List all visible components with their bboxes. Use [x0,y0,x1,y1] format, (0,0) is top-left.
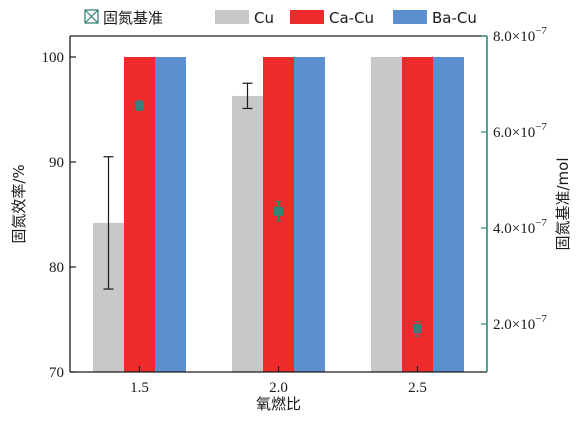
x-tick-label: 1.5 [130,380,149,396]
left-tick-label: 70 [49,365,64,381]
legend-label-ca-cu: Ca-Cu [329,9,374,27]
legend-item-baseline: 固氮基准 [84,9,163,27]
legend-swatch-cu [215,10,249,24]
legend-swatch-ca-cu [290,10,324,24]
legend-item-ca-cu: Ca-Cu [290,9,374,27]
left-y-tick-labels: 70 80 90 100 [42,50,65,381]
error-bar-cu-2.0 [242,82,253,110]
legend-label-ba-cu: Ba-Cu [432,9,477,27]
left-tick-label: 80 [49,260,64,276]
legend-label-baseline: 固氮基准 [103,9,163,27]
legend-item-ba-cu: Ba-Cu [393,9,477,27]
bar-ba-cu-2.0 [294,57,325,372]
legend-label-cu: Cu [254,9,274,27]
right-tick-label: 2.0×10−7 [493,313,547,333]
right-tick-label: 8.0×10−7 [493,25,547,45]
baseline-point-2.5 [413,321,422,337]
bar-ba-cu-1.5 [155,57,186,372]
baseline-points [135,100,422,337]
x-tick-label: 2.0 [269,380,288,396]
right-y-tick-labels: 2.0×10−7 4.0×10−7 6.0×10−7 8.0×10−7 [493,25,547,333]
left-tick-label: 90 [49,155,64,171]
legend-item-cu: Cu [215,9,274,27]
axes [69,35,488,373]
right-tick-label: 4.0×10−7 [493,217,547,237]
left-y-axis-title: 固氮效率/% [10,164,28,243]
error-bar-cu-1.5 [103,156,114,290]
left-tick-label: 100 [42,50,65,66]
right-y-axis-title: 固氮基准/mol [554,157,572,250]
legend: 固氮基准 Cu Ca-Cu Ba-Cu [84,9,477,27]
bar-ca-cu-2.5 [402,57,433,372]
x-axis-title: 氧燃比 [256,395,301,413]
x-tick-labels: 1.5 2.0 2.5 [130,380,427,396]
baseline-point-1.5 [135,100,144,112]
bar-cu-2.5 [371,57,402,372]
legend-marker-baseline [84,9,99,24]
bar-ba-cu-2.5 [433,57,464,372]
bar-cu-2.0 [232,95,263,373]
right-tick-label: 6.0×10−7 [493,121,547,141]
x-tick-label: 2.5 [408,380,427,396]
legend-swatch-ba-cu [393,10,427,24]
baseline-point-2.0 [274,201,283,222]
